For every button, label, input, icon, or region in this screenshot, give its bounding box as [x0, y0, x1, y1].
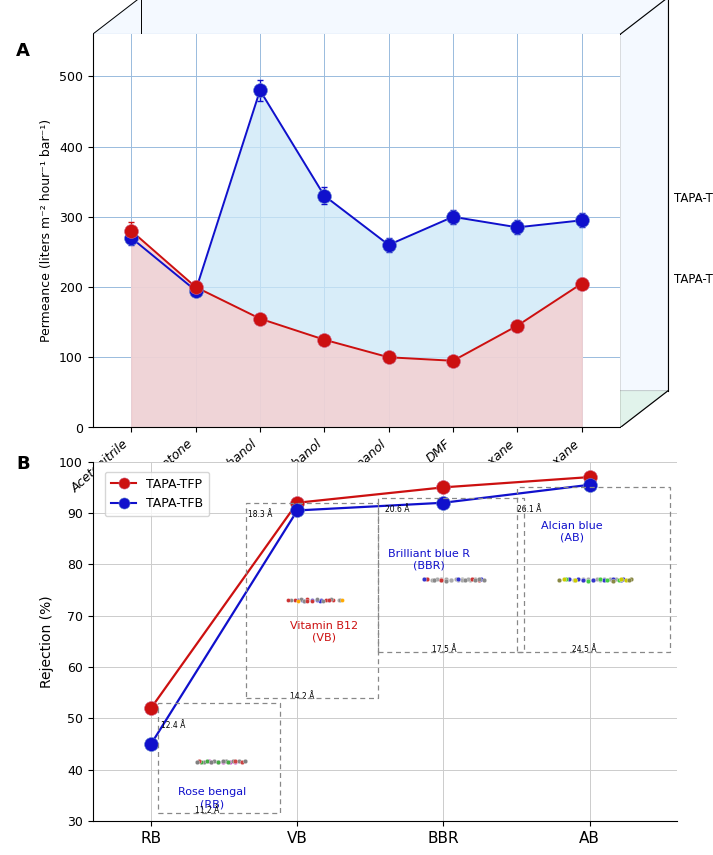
Text: Alcian blue
(AB): Alcian blue (AB)	[541, 521, 603, 542]
Polygon shape	[620, 0, 668, 428]
Polygon shape	[93, 391, 668, 428]
Text: Rose bengal
(RB): Rose bengal (RB)	[178, 787, 247, 809]
Text: 12.4 Å: 12.4 Å	[161, 721, 186, 730]
Y-axis label: Permeance (liters m⁻² hour⁻¹ bar⁻¹): Permeance (liters m⁻² hour⁻¹ bar⁻¹)	[41, 120, 53, 342]
Y-axis label: Rejection (%): Rejection (%)	[39, 595, 53, 687]
Text: 26.1 Å: 26.1 Å	[517, 505, 541, 515]
Text: A: A	[16, 42, 30, 60]
Text: Brilliant blue R
(BBR): Brilliant blue R (BBR)	[388, 549, 470, 570]
Text: 20.6 Å: 20.6 Å	[385, 505, 409, 515]
Text: Vitamin B12
(VB): Vitamin B12 (VB)	[289, 621, 358, 642]
Legend: TAPA-TFP, TAPA-TFB: TAPA-TFP, TAPA-TFB	[105, 472, 210, 516]
Text: B: B	[16, 455, 31, 473]
Text: 14.2 Å: 14.2 Å	[290, 692, 314, 700]
Text: TAPA-TFP: TAPA-TFP	[674, 192, 713, 205]
Text: TAPA-TFB: TAPA-TFB	[674, 273, 713, 286]
Text: 18.3 Å: 18.3 Å	[247, 510, 272, 520]
Text: 24.5 Å: 24.5 Å	[572, 646, 597, 654]
Polygon shape	[93, 0, 668, 34]
Text: 11.2 Å: 11.2 Å	[195, 806, 220, 816]
Text: 17.5 Å: 17.5 Å	[432, 646, 456, 654]
